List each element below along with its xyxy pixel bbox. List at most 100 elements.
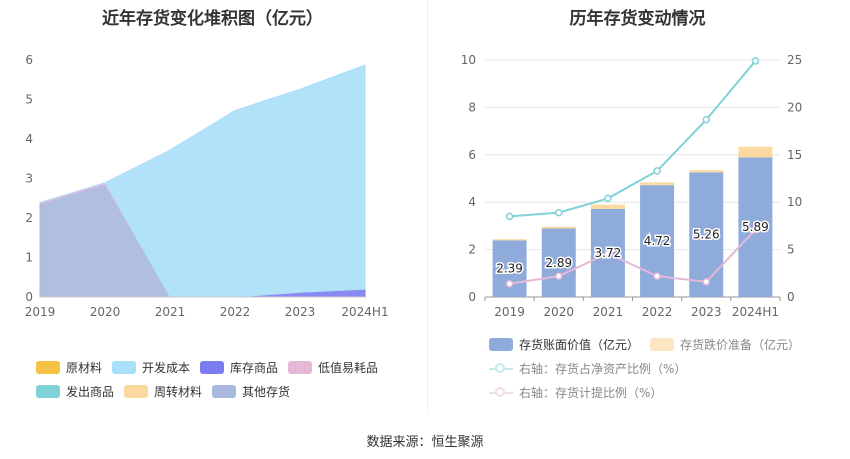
y-left-tick-label: 4 (468, 195, 476, 209)
line-point (751, 225, 760, 234)
legend-line-marker (489, 362, 513, 376)
legend-item-turnover-materials[interactable]: 周转材料 (124, 383, 202, 400)
legend-item-other-inventory[interactable]: 其他存货 (212, 383, 290, 400)
x-tick-label: 2020 (543, 305, 574, 319)
legend-label: 其他存货 (242, 385, 291, 399)
x-tick-label: 2022 (220, 305, 251, 319)
legend-item-dev-cost[interactable]: 开发成本 (112, 359, 190, 376)
legend-swatch (36, 385, 60, 398)
legend-swatch (112, 361, 136, 374)
y-tick-label: 6 (25, 53, 33, 67)
legend-item-consumables[interactable]: 低值易耗品 (288, 359, 378, 376)
y-tick-label: 1 (25, 251, 33, 265)
left-chart-title: 近年存货变化堆积图（亿元） (102, 9, 323, 29)
legend-item-raw-material[interactable]: 原材料 (36, 359, 102, 376)
legend-label: 右轴：存货占净资产比例（%） (519, 362, 687, 376)
y-right-tick-label: 10 (787, 195, 802, 209)
y-right-tick-label: 25 (787, 53, 802, 67)
legend-label: 库存商品 (230, 361, 279, 375)
y-left-tick-label: 10 (461, 53, 476, 67)
legend-item-provision-ratio[interactable]: 右轴：存货计提比例（%） (489, 384, 662, 401)
legend-label: 开发成本 (142, 361, 191, 375)
y-tick-label: 4 (25, 132, 33, 146)
line-series-2 (509, 60, 757, 218)
legend-line-marker (489, 386, 513, 400)
panel-divider (427, 0, 428, 410)
line-point (702, 278, 710, 286)
y-left-tick-label: 0 (468, 290, 476, 304)
bar-impairment (640, 182, 675, 186)
x-tick-label: 2024H1 (732, 305, 779, 319)
y-right-tick-label: 5 (787, 243, 795, 257)
x-tick-label: 2020 (90, 305, 121, 319)
legend-label: 周转材料 (154, 385, 203, 399)
y-right-tick-label: 0 (787, 290, 795, 304)
bar-value-label: 2.89 (545, 256, 572, 270)
area-series-1 (39, 64, 366, 298)
line-point (505, 212, 514, 221)
x-tick-label: 2019 (25, 305, 56, 319)
bar-value-label: 4.72 (644, 234, 671, 248)
line-point (653, 167, 661, 175)
line-point (555, 208, 563, 217)
bar-value-label: 5.89 (742, 220, 769, 234)
legend-swatch (288, 361, 312, 374)
line-point (555, 272, 563, 280)
y-tick-label: 2 (25, 211, 33, 225)
bar-impairment (738, 146, 773, 158)
stacked-area-chart: 0 1 2 3 4 5 6 2019 2020 2021 2022 2023 2024H1 (25, 53, 389, 319)
x-tick-label: 2021 (593, 305, 624, 319)
legend-label: 发出商品 (66, 385, 115, 399)
x-tick-label: 2022 (642, 305, 673, 319)
legend-swatch (200, 361, 224, 374)
bar-value-label: 5.26 (693, 228, 720, 242)
x-tick-label: 2019 (494, 305, 525, 319)
line-series-3 (509, 229, 757, 285)
bar-value-label: 2.39 (496, 262, 523, 276)
bar-book-value (492, 240, 527, 297)
legend-item-book-value[interactable]: 存货账面价值（亿元） (489, 336, 639, 353)
bar-impairment (541, 226, 576, 229)
bar-value-label: 3.72 (595, 246, 622, 260)
line-point (751, 57, 760, 65)
legend-swatch (650, 338, 674, 351)
bar-line-chart: 0 2 4 6 8 10 0 5 10 15 20 25 2019 2020 2021 2022 2023 202… (461, 53, 803, 319)
x-tick-label: 2023 (691, 305, 722, 319)
y-right-tick-label: 20 (787, 100, 802, 114)
x-tick-label: 2023 (285, 305, 316, 319)
right-chart-title: 历年存货变动情况 (569, 9, 706, 29)
legend-item-shipped-goods[interactable]: 发出商品 (36, 383, 114, 400)
legend-item-inventory-goods[interactable]: 库存商品 (200, 359, 278, 376)
legend-label: 存货跌价准备（亿元） (680, 338, 801, 352)
bar-book-value (689, 172, 724, 297)
line-point (653, 272, 661, 280)
legend-label: 存货账面价值（亿元） (519, 338, 640, 352)
line-point (505, 279, 514, 288)
y-left-tick-label: 2 (468, 243, 476, 257)
legend-label: 右轴：存货计提比例（%） (519, 386, 663, 400)
legend-swatch (212, 385, 236, 398)
legend-item-impairment[interactable]: 存货跌价准备（亿元） (650, 336, 800, 353)
bar-impairment (492, 239, 527, 241)
bar-impairment (590, 204, 625, 209)
legend-label: 原材料 (66, 361, 103, 375)
x-tick-label: 2021 (155, 305, 186, 319)
legend-label: 低值易耗品 (318, 361, 379, 375)
legend-item-inventory-ratio[interactable]: 右轴：存货占净资产比例（%） (489, 360, 686, 377)
y-tick-label: 3 (25, 172, 33, 186)
y-right-tick-label: 15 (787, 148, 802, 162)
bar-book-value (541, 228, 576, 297)
bar-impairment (689, 170, 724, 173)
legend-swatch (489, 338, 513, 351)
y-left-tick-label: 6 (468, 148, 476, 162)
line-point (604, 194, 612, 203)
legend-swatch (36, 361, 60, 374)
y-tick-label: 5 (25, 93, 33, 107)
y-left-tick-label: 8 (468, 100, 476, 114)
x-tick-label: 2024H1 (341, 305, 388, 319)
data-source-note: 数据来源：恒生聚源 (366, 435, 484, 450)
line-point (604, 249, 612, 258)
legend-swatch (124, 385, 148, 398)
y-tick-label: 0 (25, 290, 33, 304)
line-point (702, 115, 710, 124)
